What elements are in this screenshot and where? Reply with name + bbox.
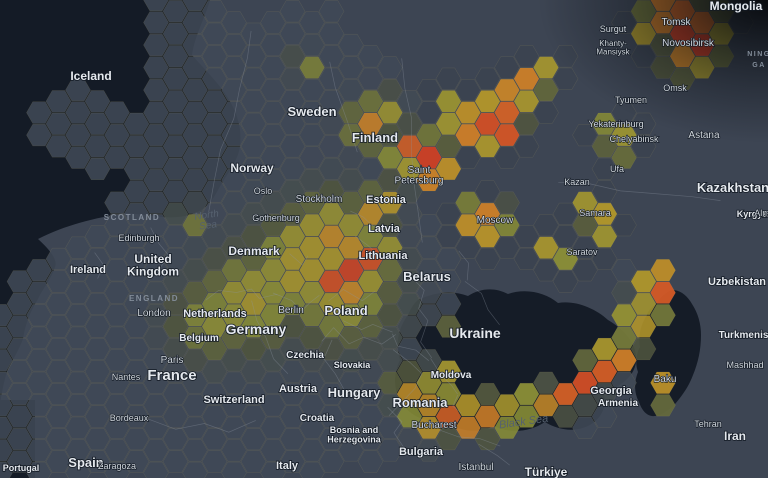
svg-text:Mongolia: Mongolia xyxy=(710,0,763,13)
svg-text:Omsk: Omsk xyxy=(663,83,687,93)
svg-text:Baku: Baku xyxy=(654,374,677,385)
svg-text:Alm: Alm xyxy=(754,208,768,218)
svg-text:Romania: Romania xyxy=(393,395,449,410)
svg-text:Ireland: Ireland xyxy=(70,264,106,276)
svg-text:Estonia: Estonia xyxy=(366,194,407,206)
svg-text:Belarus: Belarus xyxy=(403,269,451,284)
svg-text:Mashhad: Mashhad xyxy=(726,360,763,370)
svg-text:Yekaterinburg: Yekaterinburg xyxy=(588,119,643,129)
svg-text:Edinburgh: Edinburgh xyxy=(118,233,159,243)
svg-text:Iceland: Iceland xyxy=(70,69,111,83)
svg-text:Gothenburg: Gothenburg xyxy=(252,213,300,223)
svg-text:Norway: Norway xyxy=(230,161,274,175)
svg-text:Denmark: Denmark xyxy=(228,244,280,258)
svg-text:Astana: Astana xyxy=(688,130,720,141)
svg-text:Ukraine: Ukraine xyxy=(449,325,501,341)
svg-text:Netherlands: Netherlands xyxy=(183,308,247,320)
svg-text:Paris: Paris xyxy=(161,355,184,366)
svg-text:Kazakhstan: Kazakhstan xyxy=(697,180,768,195)
svg-text:Türkiye: Türkiye xyxy=(525,465,568,478)
svg-text:Moldova: Moldova xyxy=(431,370,472,381)
svg-text:Italy: Italy xyxy=(276,460,299,472)
svg-text:Saratov: Saratov xyxy=(566,247,598,257)
svg-text:Armenia: Armenia xyxy=(598,398,638,409)
svg-text:Nantes: Nantes xyxy=(112,372,141,382)
svg-text:ENGLAND: ENGLAND xyxy=(129,294,179,303)
svg-text:Belgium: Belgium xyxy=(179,333,219,344)
svg-text:Uzbekistan: Uzbekistan xyxy=(708,276,766,288)
svg-text:Croatia: Croatia xyxy=(300,413,335,424)
svg-text:Moscow: Moscow xyxy=(477,215,514,226)
svg-text:Bucharest: Bucharest xyxy=(411,420,456,431)
svg-text:Stockholm: Stockholm xyxy=(296,194,343,205)
svg-text:Slovakia: Slovakia xyxy=(334,360,372,370)
svg-text:Hungary: Hungary xyxy=(328,385,382,400)
svg-text:Istanbul: Istanbul xyxy=(458,462,493,473)
svg-text:Sweden: Sweden xyxy=(287,104,336,119)
svg-text:Tehran: Tehran xyxy=(694,419,722,429)
svg-text:Portugal: Portugal xyxy=(3,463,40,473)
svg-text:Surgut: Surgut xyxy=(600,24,627,34)
svg-text:Chelyabinsk: Chelyabinsk xyxy=(609,134,659,144)
svg-text:London: London xyxy=(137,308,170,319)
svg-text:Lithuania: Lithuania xyxy=(359,250,409,262)
svg-text:Georgia: Georgia xyxy=(590,385,632,397)
svg-text:Finland: Finland xyxy=(352,130,398,145)
svg-text:Samara: Samara xyxy=(579,208,611,218)
svg-text:GA: GA xyxy=(752,62,766,69)
svg-text:Switzerland: Switzerland xyxy=(203,394,264,406)
svg-text:SCOTLAND: SCOTLAND xyxy=(104,213,160,222)
svg-text:Latvia: Latvia xyxy=(368,223,401,235)
svg-text:Kazan: Kazan xyxy=(564,177,590,187)
svg-text:France: France xyxy=(147,367,196,384)
svg-text:Ufa: Ufa xyxy=(610,164,624,174)
svg-text:Berlin: Berlin xyxy=(278,305,304,316)
svg-text:Tomsk: Tomsk xyxy=(662,17,692,28)
svg-text:Iran: Iran xyxy=(724,429,746,443)
svg-text:Germany: Germany xyxy=(226,321,287,337)
svg-text:Turkmenistan: Turkmenistan xyxy=(719,330,768,341)
svg-text:Oslo: Oslo xyxy=(254,186,273,196)
svg-text:Tyumen: Tyumen xyxy=(615,95,647,105)
svg-text:Bordeaux: Bordeaux xyxy=(110,413,149,423)
svg-text:Poland: Poland xyxy=(324,303,367,318)
svg-text:Austria: Austria xyxy=(279,383,318,395)
svg-text:Khanty-Mansiysk: Khanty-Mansiysk xyxy=(596,39,630,56)
svg-text:Czechia: Czechia xyxy=(286,350,324,361)
svg-text:Novosibirsk: Novosibirsk xyxy=(662,38,715,49)
svg-text:Bulgaria: Bulgaria xyxy=(399,446,444,458)
svg-text:Zaragoza: Zaragoza xyxy=(98,461,136,471)
